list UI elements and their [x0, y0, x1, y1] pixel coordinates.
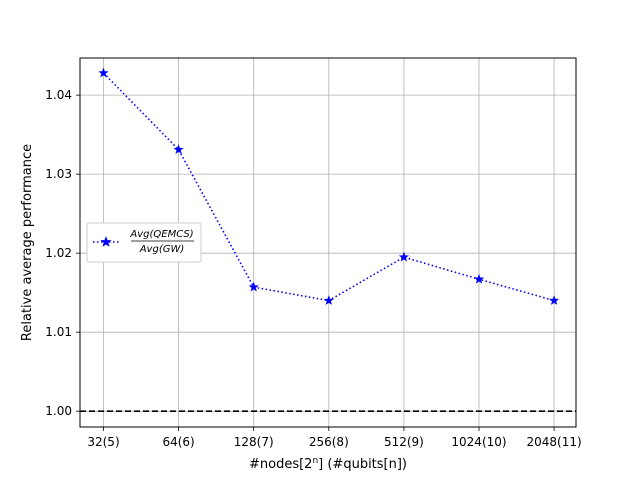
data-point-256(8): [323, 295, 334, 305]
legend: Avg(QEMCS) Avg(GW): [86, 222, 202, 263]
x-tick-label: 64(6): [162, 435, 194, 449]
x-tick-label: 256(8): [309, 435, 349, 449]
y-tick-label: 1.01: [45, 325, 72, 339]
y-tick-label: 1.00: [45, 404, 72, 418]
x-tick-label: 2048(11): [527, 435, 582, 449]
x-tick-label: 32(5): [87, 435, 119, 449]
legend-numerator: Avg(QEMCS): [129, 229, 193, 240]
x-tick-label: 1024(10): [451, 435, 506, 449]
x-axis-label-sup: n: [312, 456, 318, 466]
legend-box: [86, 222, 202, 263]
data-point-2048(11): [549, 295, 560, 305]
data-point-64(6): [173, 144, 184, 154]
data-point-32(5): [98, 67, 109, 78]
y-tick-label: 1.03: [45, 167, 72, 181]
legend-denominator: Avg(GW): [139, 244, 185, 255]
axis-ticks: 32(5) 64(6) 128(7) 256(8) 512(9) 1024(10) 2048…: [45, 88, 581, 449]
data-point-512(9): [398, 251, 409, 262]
x-axis-label-suffix: ] (#qubits[n]): [318, 457, 407, 472]
y-axis-label: Relative average performance: [20, 144, 35, 341]
plot-frame: [79, 57, 577, 428]
x-tick-label: 512(9): [384, 435, 424, 449]
y-tick-label: 1.02: [45, 246, 72, 260]
data-point-128(7): [248, 281, 259, 292]
series-layer: [98, 67, 560, 305]
data-point-1024(10): [473, 273, 485, 284]
x-axis-label-prefix: #nodes[2: [249, 457, 312, 472]
x-tick-label: 128(7): [234, 435, 274, 449]
grid: [80, 58, 576, 427]
y-tick-label: 1.04: [45, 88, 72, 102]
x-axis-label: #nodes[2n] (#qubits[n]): [249, 456, 407, 472]
legend-star-marker: [100, 236, 112, 247]
